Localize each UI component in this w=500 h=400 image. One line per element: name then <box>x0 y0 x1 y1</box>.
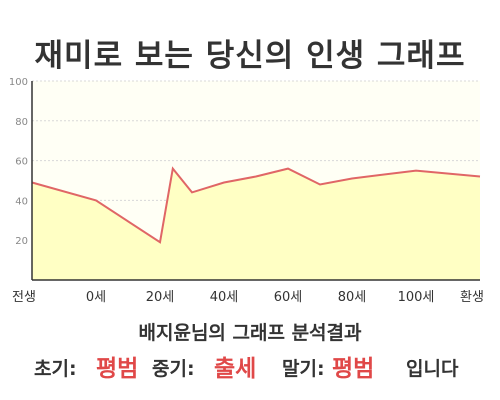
x-tick-label: 20세 <box>146 290 175 305</box>
y-tick-label: 60 <box>15 157 28 168</box>
mid-value: 출세 <box>214 356 257 382</box>
life-line <box>31 166 481 244</box>
result-suffix: 입니다 <box>406 358 459 380</box>
y-tick-label: 40 <box>15 196 28 207</box>
late-label: 말기: <box>282 358 325 380</box>
y-tick-labels: 20 40 60 80 100 <box>9 77 28 247</box>
x-tick-label: 60세 <box>274 290 303 305</box>
life-area-fill <box>32 168 480 280</box>
x-tick-label: 40세 <box>210 290 239 305</box>
x-tick-label: 전생 <box>12 290 36 305</box>
y-tick-label: 80 <box>15 117 28 128</box>
analysis-summary: 배지윤님의 그래프 분석결과 <box>138 322 362 344</box>
x-tick-label: 0세 <box>86 290 106 305</box>
early-value: 평범 <box>96 356 139 382</box>
late-value: 평범 <box>332 356 375 382</box>
mid-label: 중기: <box>152 358 195 380</box>
result-line: 초기: 평범 중기: 출세 말기: 평범 입니다 <box>0 347 500 382</box>
chart-title: 재미로 보는 당신의 인생 그래프 <box>34 38 466 74</box>
x-tick-label: 80세 <box>338 290 367 305</box>
x-tick-labels: 전생 0세 20세 40세 60세 80세 100세 환생 <box>12 290 484 305</box>
early-label: 초기: <box>34 358 77 380</box>
y-tick-label: 20 <box>15 236 28 247</box>
x-tick-label: 100세 <box>398 290 435 305</box>
x-tick-label: 환생 <box>460 290 484 305</box>
y-tick-label: 100 <box>9 77 28 88</box>
